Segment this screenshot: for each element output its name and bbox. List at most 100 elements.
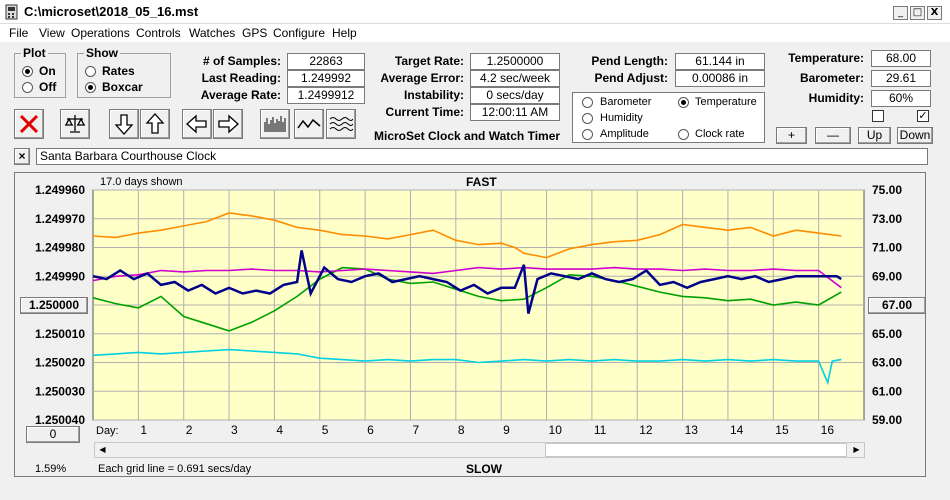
app-icon	[5, 4, 18, 20]
maximize-button[interactable]: □	[910, 6, 925, 20]
day-tick-label: 1	[140, 423, 147, 437]
barometer-label: Barometer:	[799, 71, 864, 85]
left-arrow-button[interactable]	[182, 109, 212, 139]
instability-value: 0 secs/day	[470, 87, 560, 104]
up-button[interactable]: Up	[858, 127, 891, 144]
plot-group: Plot	[14, 46, 66, 98]
last-reading-label: Last Reading:	[201, 71, 281, 85]
day-tick-label: 12	[639, 423, 653, 437]
scroll-left-icon[interactable]: ◀	[99, 445, 106, 454]
show-boxcar-radio[interactable]	[85, 82, 96, 93]
right-checkbox[interactable]: ✓	[917, 110, 929, 122]
up-arrow-button[interactable]	[140, 109, 170, 139]
fast-label: FAST	[466, 175, 497, 189]
series-line-clock-rate	[92, 250, 842, 314]
wave-icon	[297, 118, 321, 129]
menu-bar: File View Operations Controls Watches GP…	[0, 24, 950, 42]
close-window-button[interactable]: X	[927, 6, 942, 20]
amplitude-radio[interactable]	[582, 129, 593, 140]
series-selector: Barometer Temperature Humidity Amplitude…	[572, 92, 765, 143]
average-error-label: Average Error:	[380, 71, 464, 85]
temperature-radio[interactable]	[678, 97, 689, 108]
right-tick-label: 65.00	[872, 327, 902, 341]
balance-button[interactable]	[60, 109, 90, 139]
horizontal-scrollbar[interactable]: ◀ ▶	[94, 442, 865, 458]
target-rate-label: Target Rate:	[394, 54, 464, 68]
menu-file[interactable]: File	[9, 26, 29, 40]
arrow-right-icon	[218, 114, 239, 134]
bars-button[interactable]	[260, 109, 290, 139]
day-tick-label: 8	[458, 423, 465, 437]
minimize-button[interactable]: _	[893, 6, 908, 20]
plot-group-legend: Plot	[23, 46, 46, 60]
days-shown-label: 17.0 days shown	[100, 176, 183, 188]
day-tick-label: 6	[367, 423, 374, 437]
right-tick-label: 61.00	[872, 384, 902, 398]
percent-label: 1.59%	[35, 463, 67, 475]
balance-scale-icon	[65, 115, 85, 133]
show-group-legend: Show	[86, 46, 118, 60]
plot-off-radio[interactable]	[22, 82, 33, 93]
right-tick-label: 71.00	[872, 241, 902, 255]
series-line-barometer	[92, 212, 842, 259]
wave-button[interactable]	[294, 109, 324, 139]
current-time-value: 12:00:11 AM	[470, 104, 560, 121]
slow-label: SLOW	[466, 462, 502, 476]
right-tick-label: 73.00	[872, 212, 902, 226]
multi-wave-button[interactable]	[326, 109, 356, 139]
stop-button[interactable]	[14, 109, 44, 139]
right-arrow-button[interactable]	[213, 109, 243, 139]
menu-help[interactable]: Help	[332, 26, 357, 40]
show-group: Show	[77, 46, 171, 98]
samples-value: 22863	[287, 53, 365, 70]
red-x-icon	[19, 114, 39, 134]
series-line-humidity	[92, 266, 842, 289]
right-tick-label: 75.00	[872, 183, 902, 197]
day-tick-label: 4	[276, 423, 283, 437]
left-tick-label: 1.249980	[35, 241, 85, 255]
center-temp-button[interactable]: 67.00	[868, 297, 926, 314]
legend-amplitude: Amplitude	[600, 128, 649, 140]
menu-configure[interactable]: Configure	[273, 26, 326, 40]
left-tick-label: 1.250010	[35, 327, 85, 341]
multi-wave-icon	[329, 117, 353, 131]
menu-gps[interactable]: GPS	[242, 26, 268, 40]
clear-clock-button[interactable]: ×	[14, 148, 30, 165]
left-checkbox[interactable]	[872, 110, 884, 122]
menu-view[interactable]: View	[39, 26, 65, 40]
show-rates-label: Rates	[102, 64, 135, 78]
arrow-left-icon	[186, 114, 207, 134]
menu-operations[interactable]: Operations	[71, 26, 130, 40]
pend-length-label: Pend Length:	[591, 54, 668, 68]
humidity-radio[interactable]	[582, 113, 593, 124]
center-rate-button[interactable]: 1.250000	[20, 297, 88, 314]
humidity-label: Humidity:	[808, 91, 864, 105]
barometer-radio[interactable]	[582, 97, 593, 108]
plot-on-label: On	[39, 64, 56, 78]
pend-length-value: 61.144 in	[675, 53, 765, 70]
instability-label: Instability:	[403, 88, 464, 102]
menu-controls[interactable]: Controls	[136, 26, 181, 40]
average-error-value: 4.2 sec/week	[470, 70, 560, 87]
right-tick-label: 59.00	[872, 413, 902, 427]
show-rates-radio[interactable]	[85, 66, 96, 77]
down-arrow-button[interactable]	[109, 109, 139, 139]
day-tick-label: 10	[549, 423, 563, 437]
series-line-amplitude	[92, 348, 842, 386]
minus-button[interactable]: —	[815, 127, 851, 144]
plot-on-radio[interactable]	[22, 66, 33, 77]
zero-button[interactable]: 0	[26, 426, 80, 443]
clock-name-field[interactable]: Santa Barbara Courthouse Clock	[36, 148, 928, 165]
menu-watches[interactable]: Watches	[189, 26, 236, 40]
scroll-right-icon[interactable]: ▶	[853, 445, 860, 454]
legend-barometer: Barometer	[600, 96, 652, 108]
down-button[interactable]: Down	[897, 127, 933, 144]
plus-button[interactable]: +	[776, 127, 807, 144]
temperature-value: 68.00	[871, 50, 931, 67]
series-line-temperature	[92, 266, 842, 332]
clock-rate-radio[interactable]	[678, 129, 689, 140]
scroll-thumb[interactable]	[545, 443, 847, 457]
left-tick-label: 1.250030	[35, 384, 85, 398]
humidity-value: 60%	[871, 90, 931, 107]
